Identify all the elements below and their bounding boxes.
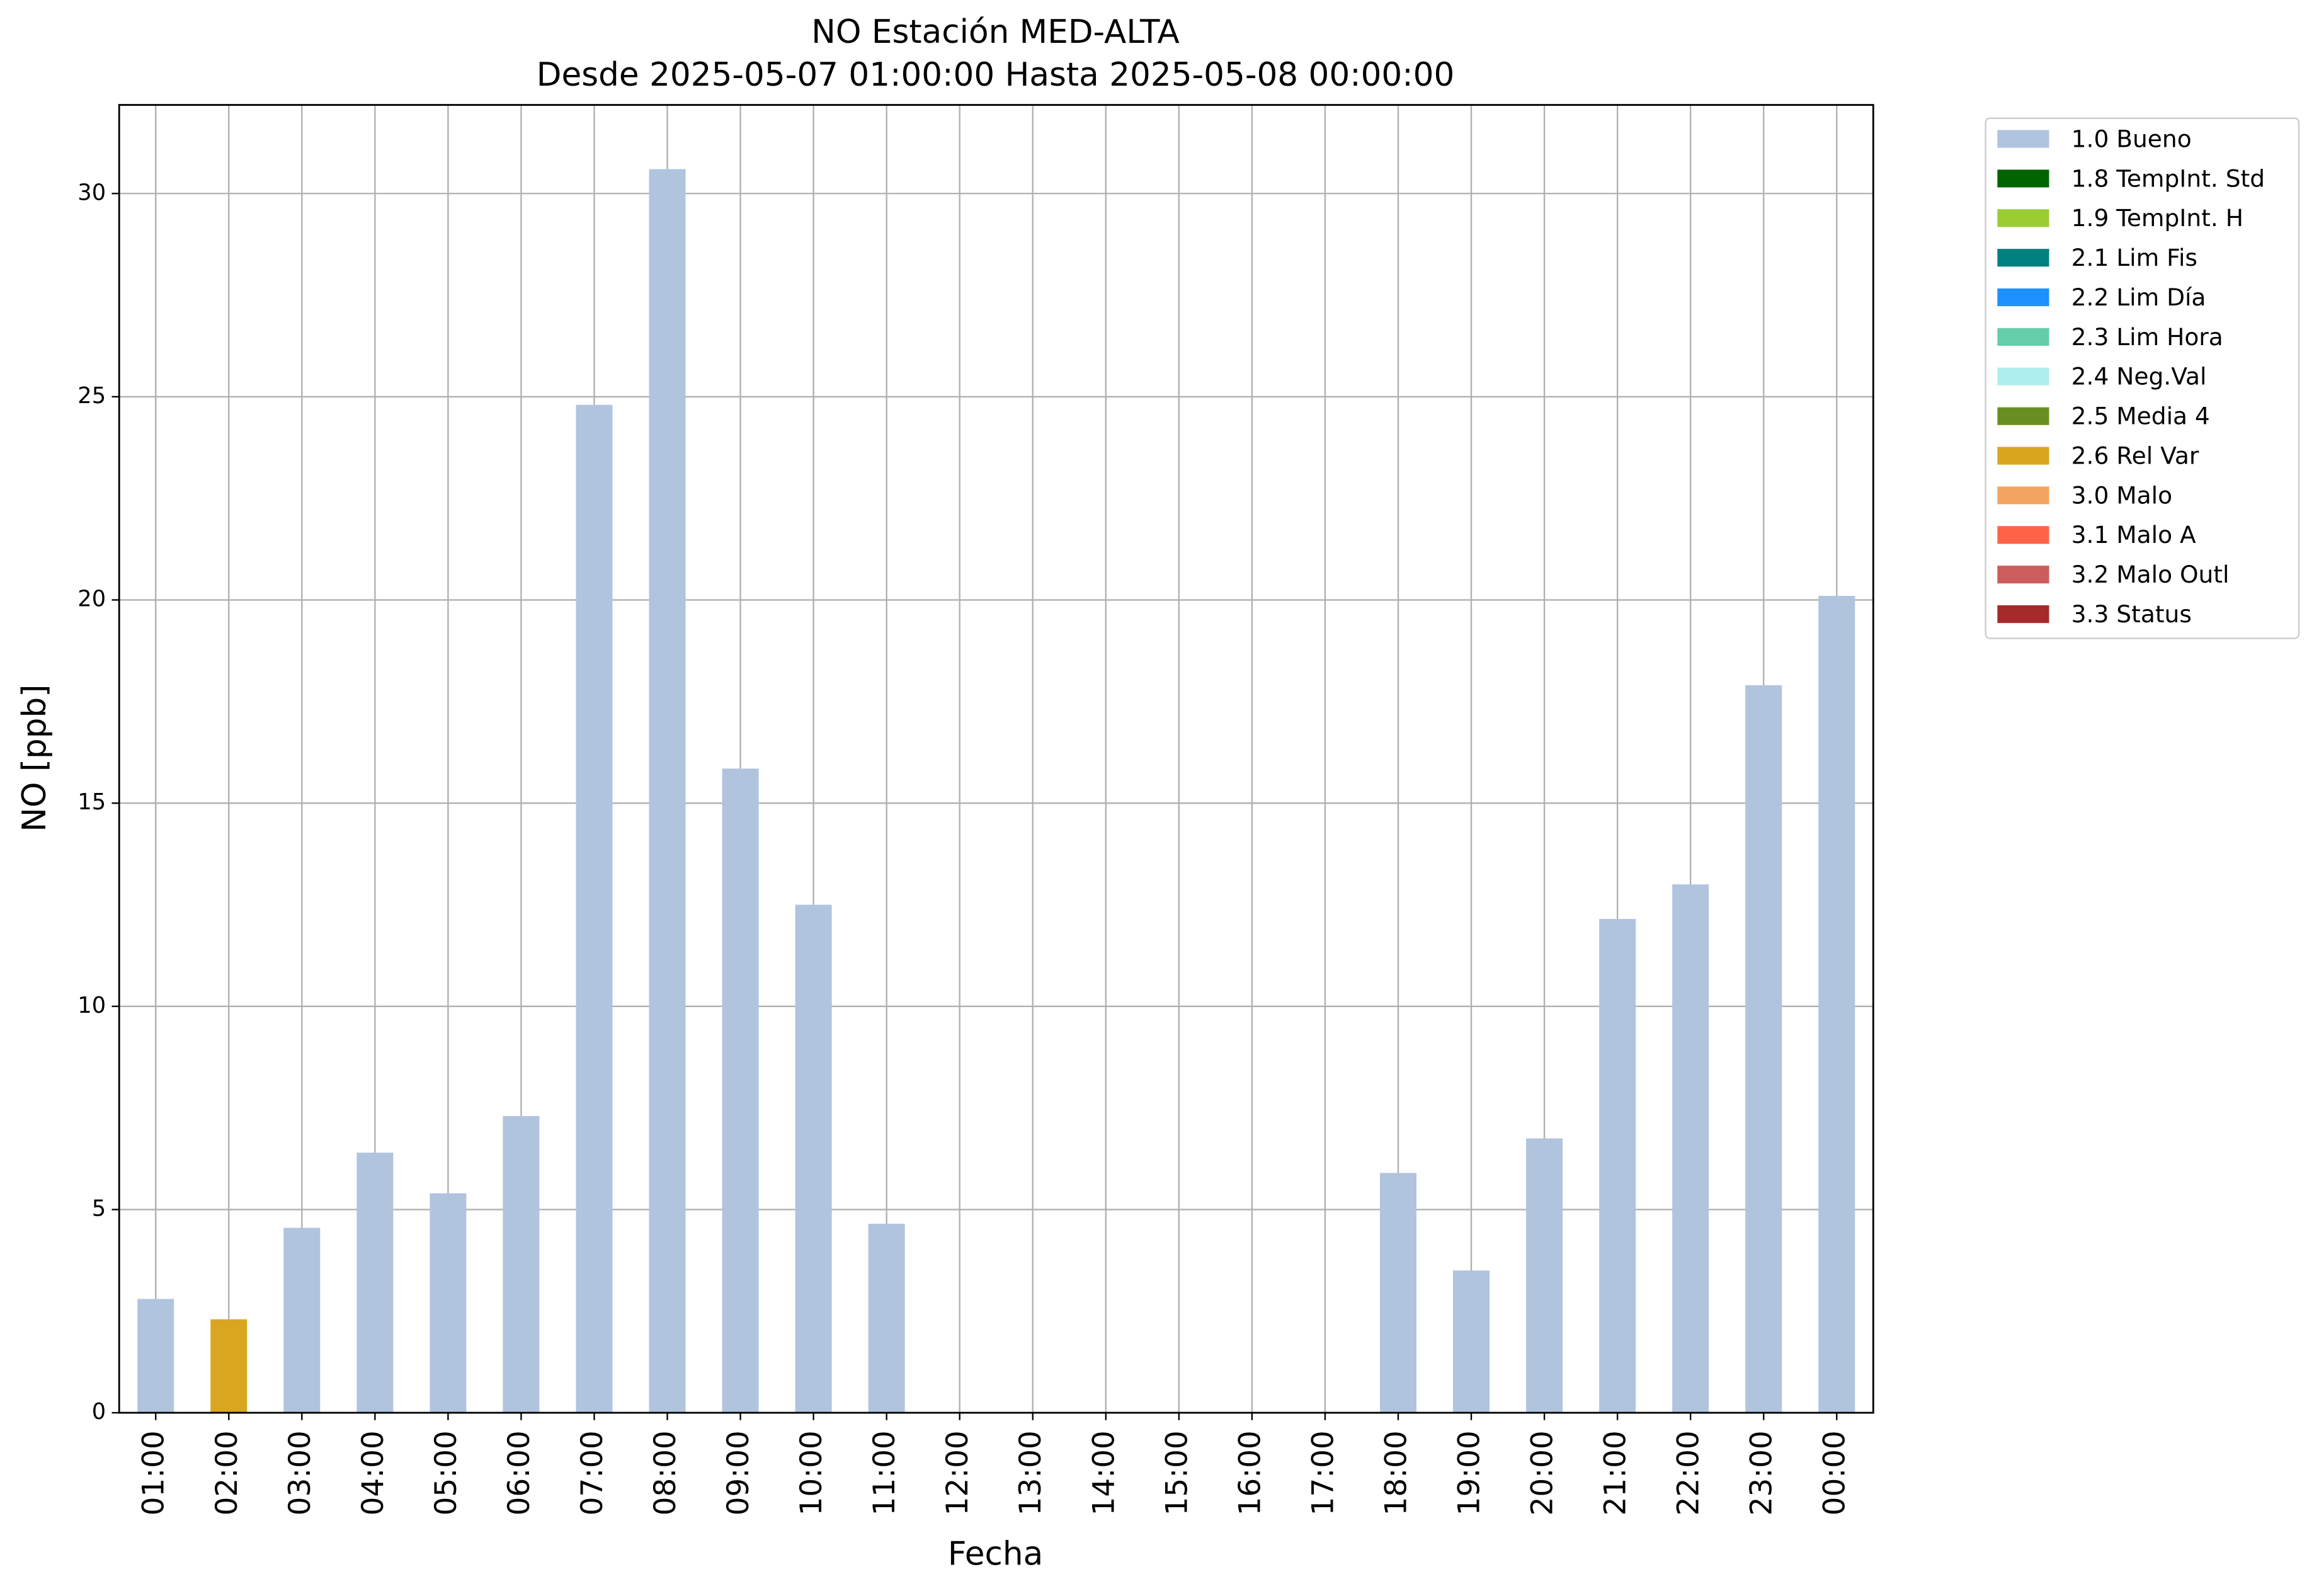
bar bbox=[1379, 1173, 1416, 1413]
x-tick-label: 21:00 bbox=[1598, 1430, 1633, 1515]
y-axis-label: NO [ppb] bbox=[16, 685, 54, 832]
legend-label: 2.2 Lim Día bbox=[2071, 283, 2206, 311]
x-tick-label: 11:00 bbox=[867, 1430, 902, 1515]
x-tick-label: 00:00 bbox=[1818, 1430, 1852, 1515]
legend-swatch bbox=[1997, 486, 2049, 504]
bar bbox=[210, 1319, 248, 1413]
x-tick-label: 13:00 bbox=[1013, 1430, 1048, 1515]
legend-label: 3.0 Malo bbox=[2071, 481, 2172, 509]
legend-swatch bbox=[1997, 328, 2049, 346]
x-tick-label: 12:00 bbox=[940, 1430, 975, 1515]
chart-title: NO Estación MED-ALTA bbox=[811, 13, 1180, 51]
legend-swatch bbox=[1997, 169, 2049, 188]
x-tick-label: 09:00 bbox=[721, 1430, 756, 1515]
legend-swatch bbox=[1997, 209, 2049, 227]
x-tick-label: 06:00 bbox=[502, 1430, 537, 1515]
x-tick-label: 14:00 bbox=[1086, 1430, 1121, 1515]
bar bbox=[576, 404, 613, 1413]
x-tick-label: 23:00 bbox=[1745, 1430, 1779, 1515]
x-tick-label: 20:00 bbox=[1525, 1430, 1560, 1515]
x-tick-label: 10:00 bbox=[794, 1430, 829, 1515]
x-tick-label: 05:00 bbox=[429, 1430, 464, 1515]
y-tick-label: 0 bbox=[92, 1399, 106, 1425]
legend-swatch bbox=[1997, 407, 2049, 425]
x-tick-label: 17:00 bbox=[1306, 1430, 1340, 1515]
bar bbox=[283, 1228, 321, 1413]
legend-swatch bbox=[1997, 130, 2049, 148]
x-tick-label: 16:00 bbox=[1233, 1430, 1267, 1515]
legend-swatch bbox=[1997, 526, 2049, 544]
bar bbox=[430, 1193, 467, 1413]
x-tick-label: 08:00 bbox=[648, 1430, 683, 1515]
x-tick-label: 03:00 bbox=[283, 1430, 317, 1515]
x-tick-label: 18:00 bbox=[1379, 1430, 1413, 1515]
x-axis-label: Fecha bbox=[948, 1536, 1043, 1573]
plot-frame bbox=[118, 104, 1874, 1414]
legend-label: 1.9 TempInt. H bbox=[2071, 204, 2243, 232]
legend-label: 2.4 Neg.Val bbox=[2071, 363, 2207, 390]
bar bbox=[137, 1299, 174, 1413]
x-tick-label: 04:00 bbox=[356, 1430, 390, 1515]
x-tick-label: 15:00 bbox=[1160, 1430, 1194, 1515]
x-tick-label: 19:00 bbox=[1452, 1430, 1487, 1515]
x-tick-label: 07:00 bbox=[575, 1430, 610, 1515]
chart-subtitle: Desde 2025-05-07 01:00:00 Hasta 2025-05-… bbox=[537, 56, 1455, 94]
legend-swatch bbox=[1997, 367, 2049, 385]
legend-label: 3.1 Malo A bbox=[2071, 521, 2196, 549]
legend-label: 2.5 Media 4 bbox=[2071, 402, 2210, 430]
legend-label: 2.3 Lim Hora bbox=[2071, 323, 2223, 351]
legend-box bbox=[1985, 117, 2300, 639]
bar bbox=[722, 768, 759, 1413]
x-tick-label: 22:00 bbox=[1672, 1430, 1706, 1515]
legend-label: 1.8 TempInt. Std bbox=[2071, 164, 2265, 192]
legend-swatch bbox=[1997, 288, 2049, 307]
bar bbox=[649, 169, 686, 1413]
y-tick-label: 25 bbox=[77, 383, 106, 409]
x-tick-label: 01:00 bbox=[137, 1430, 171, 1515]
bar bbox=[503, 1116, 540, 1413]
bar bbox=[356, 1153, 394, 1413]
bar bbox=[1453, 1270, 1490, 1413]
y-tick-label: 5 bbox=[92, 1195, 106, 1221]
bar bbox=[1818, 596, 1855, 1413]
y-tick-label: 30 bbox=[77, 180, 106, 205]
bar bbox=[1745, 685, 1782, 1413]
legend-swatch bbox=[1997, 605, 2049, 624]
bar bbox=[1672, 884, 1709, 1413]
bar bbox=[1526, 1138, 1563, 1413]
legend-swatch bbox=[1997, 447, 2049, 465]
bar bbox=[1599, 919, 1636, 1413]
legend-label: 1.0 Bueno bbox=[2071, 125, 2192, 152]
legend-label: 3.2 Malo Outl bbox=[2071, 561, 2230, 588]
y-tick-label: 15 bbox=[77, 789, 106, 815]
legend-label: 3.3 Status bbox=[2071, 600, 2192, 628]
legend-label: 2.1 Lim Fis bbox=[2071, 244, 2197, 271]
legend-swatch bbox=[1997, 249, 2049, 267]
legend-label: 2.6 Rel Var bbox=[2071, 442, 2199, 469]
y-tick-label: 10 bbox=[77, 993, 106, 1018]
x-tick-label: 02:00 bbox=[210, 1430, 244, 1515]
bar bbox=[868, 1224, 905, 1413]
y-tick-label: 20 bbox=[77, 586, 106, 612]
bar bbox=[795, 904, 832, 1413]
legend-swatch bbox=[1997, 566, 2049, 584]
